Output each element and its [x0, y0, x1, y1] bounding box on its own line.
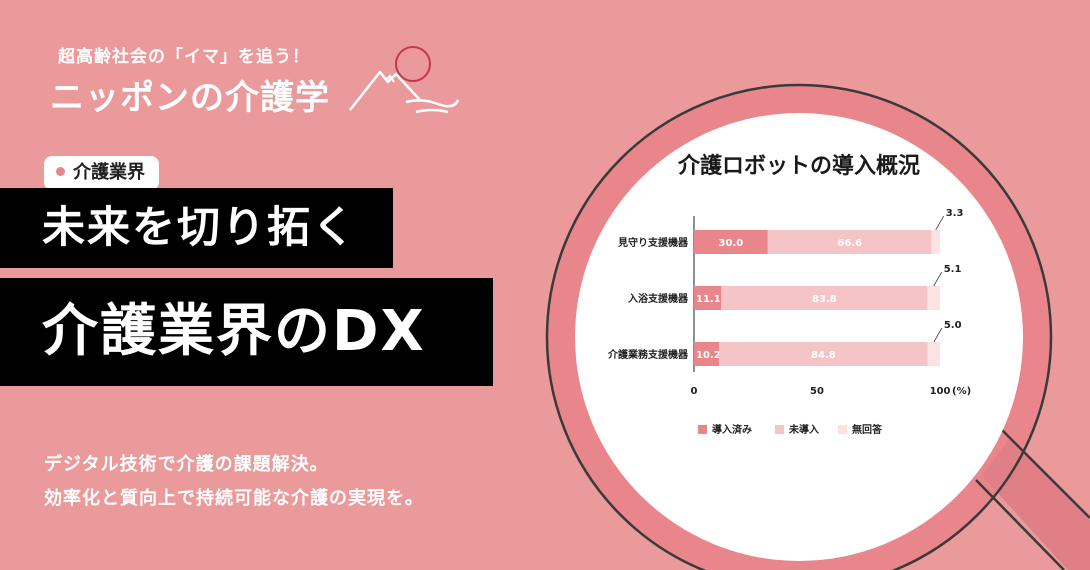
- x-tick-label: 100: [930, 386, 951, 397]
- bar-segment: [694, 230, 768, 254]
- data-label: 3.3: [946, 208, 964, 219]
- data-label: 30.0: [719, 238, 744, 249]
- brand-title: ニッポンの介護学: [50, 78, 330, 118]
- data-label: 5.1: [944, 264, 962, 275]
- bar-segment: [767, 230, 932, 254]
- bar-segment: [931, 230, 940, 254]
- bar-segment: [694, 342, 720, 366]
- bar-segment: [719, 342, 928, 366]
- legend-swatch: [775, 425, 784, 434]
- category-label: 見守り支援機器: [617, 236, 689, 249]
- headline-line-1: 未来を切り拓く: [0, 188, 393, 268]
- x-tick-label: 0: [691, 386, 698, 397]
- legend-swatch: [698, 425, 707, 434]
- x-axis-unit: (%): [952, 386, 971, 397]
- legend-swatch: [838, 425, 847, 434]
- bullet-dot-icon: [56, 166, 65, 176]
- category-label: 入浴支援機器: [628, 292, 689, 305]
- leader-line: [933, 271, 943, 287]
- data-label: 5.0: [944, 320, 962, 331]
- bar-segment: [694, 286, 722, 310]
- legend-label: 導入済み: [712, 423, 752, 436]
- category-badge: 介護業界: [44, 156, 159, 190]
- chart-title: 介護ロボットの導入概況: [677, 154, 920, 179]
- legend-label: 未導入: [788, 423, 819, 436]
- bar-segment: [721, 286, 928, 310]
- leader-line: [935, 215, 945, 231]
- bar-segment: [927, 286, 940, 310]
- category-label: 介護業務支援機器: [607, 348, 689, 361]
- description-line-2: 効率化と質向上で持続可能な介護の実現を。: [44, 488, 424, 509]
- legend-label: 無回答: [852, 423, 883, 436]
- description: デジタル技術で介護の課題解決。 効率化と質向上で持続可能な介護の実現を。: [44, 448, 424, 516]
- bar-segment: [927, 342, 940, 366]
- data-label: 66.6: [837, 238, 862, 249]
- data-label: 11.1: [696, 294, 721, 305]
- data-label: 10.2: [696, 350, 721, 361]
- x-tick-label: 50: [810, 386, 824, 397]
- headline-line-2: 介護業界のDX: [0, 278, 493, 386]
- data-label: 84.8: [811, 350, 836, 361]
- magnifier-lens: [575, 113, 1023, 561]
- leader-line: [933, 327, 943, 343]
- mount-fuji-logo-icon: [349, 46, 460, 114]
- description-line-1: デジタル技術で介護の課題解決。: [44, 454, 329, 475]
- brand-tagline: 超高齢社会の「イマ」を追う！: [58, 47, 310, 67]
- data-label: 83.8: [812, 294, 837, 305]
- category-label: 介護業界: [73, 162, 145, 183]
